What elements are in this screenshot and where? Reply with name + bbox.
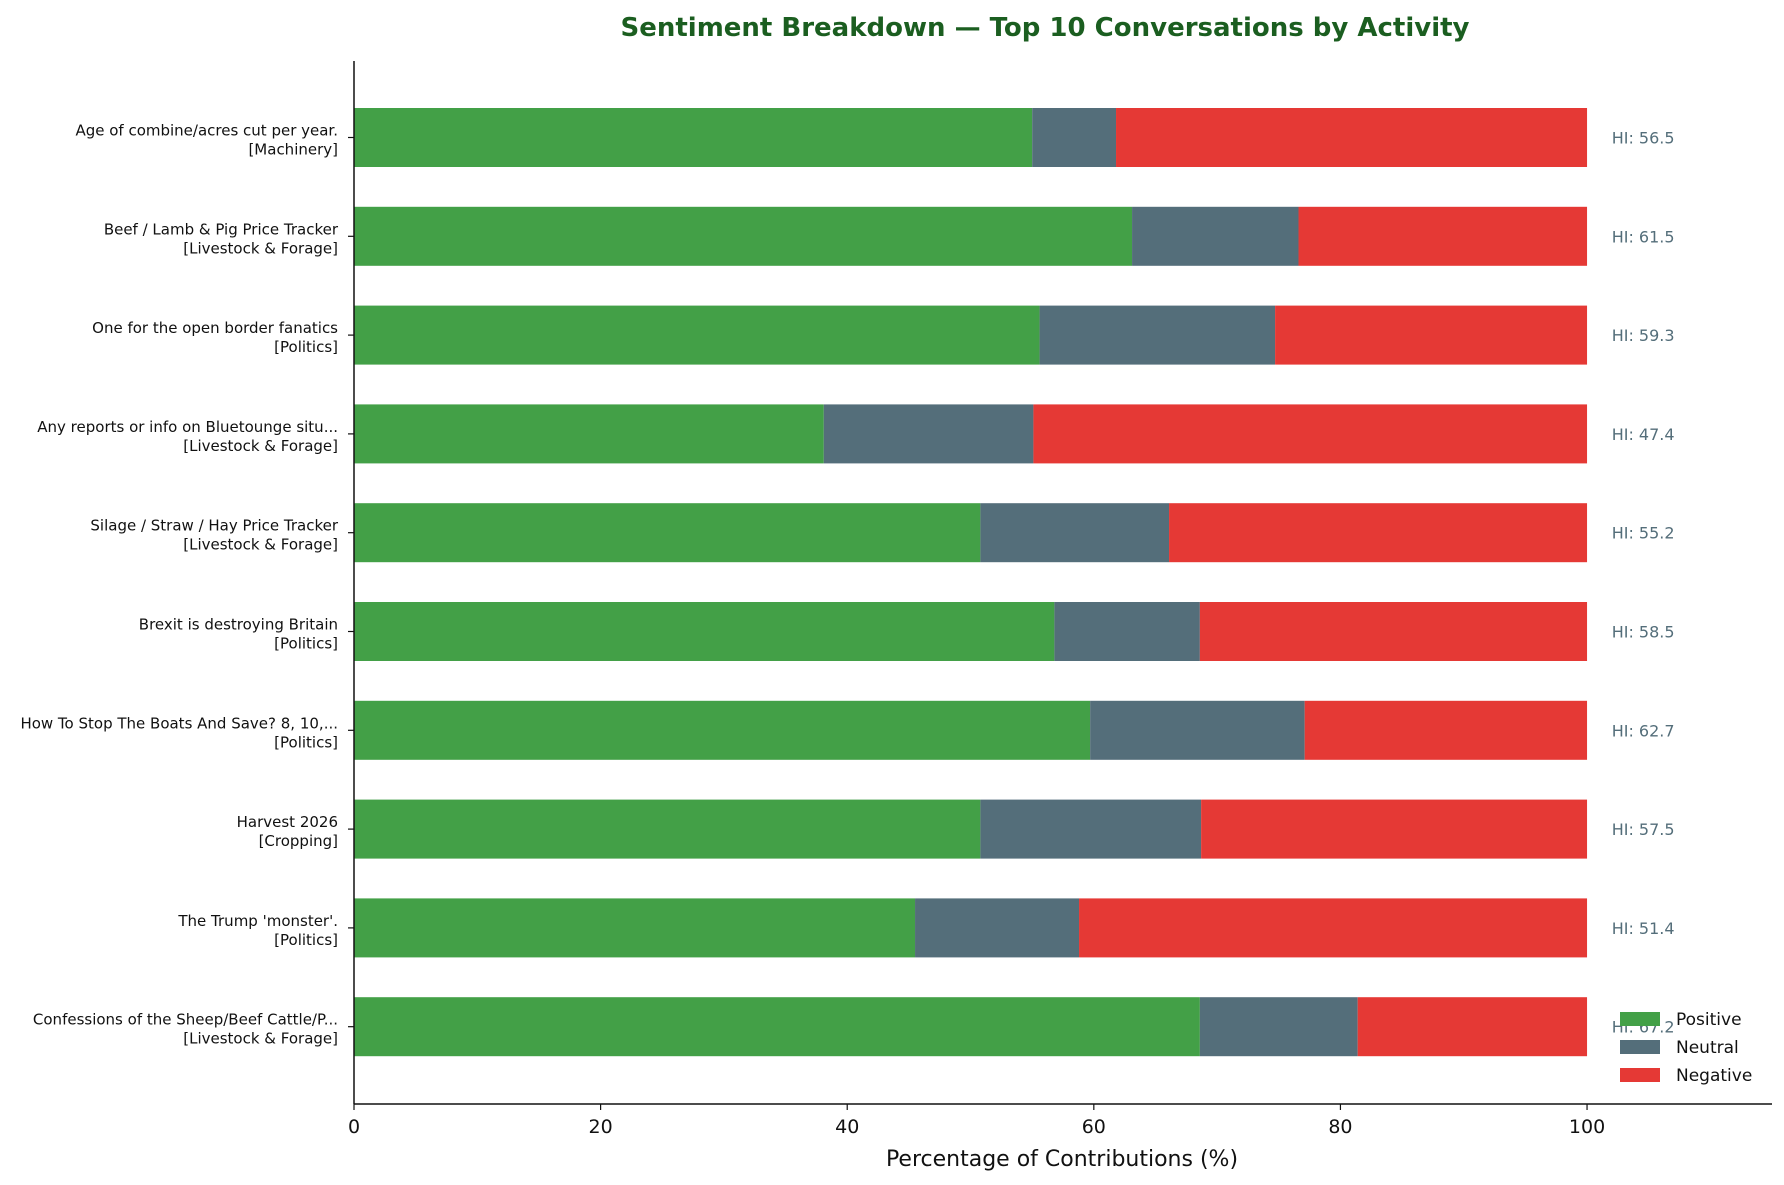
x-tick-label: 60 (1082, 1116, 1106, 1138)
category-group-label: [Machinery] (248, 141, 338, 159)
bar-positive-7 (354, 700, 1091, 760)
legend: Positive Neutral Negative (1620, 1010, 1752, 1086)
x-tick-label: 0 (348, 1116, 360, 1138)
x-tick-label: 40 (835, 1116, 859, 1138)
hi-annotation: HI: 57.5 (1612, 820, 1675, 839)
x-tick-label: 100 (1569, 1116, 1605, 1138)
bar-positive-3 (354, 305, 1040, 365)
bar-neutral-2 (1132, 206, 1299, 266)
bar-positive-6 (354, 602, 1055, 661)
hi-annotation: HI: 62.7 (1612, 721, 1675, 740)
category-title-label: Silage / Straw / Hay Price Tracker (90, 517, 338, 535)
legend-label-positive: Positive (1676, 1010, 1742, 1030)
hi-annotations: HI: 56.5 HI: 61.5 HI: 59.3 HI: 47.4 HI: 55.2… (1612, 129, 1675, 1037)
bar-positive-2 (354, 206, 1133, 266)
category-group-label: [Cropping] (259, 832, 338, 850)
hi-annotation: HI: 59.3 (1612, 326, 1675, 345)
hi-annotation: HI: 55.2 (1612, 524, 1675, 543)
bar-neutral-6 (1054, 602, 1200, 661)
bars-layer (354, 108, 1588, 1057)
bar-negative-7 (1304, 700, 1588, 760)
category-group-label: [Politics] (274, 733, 338, 751)
bar-negative-8 (1201, 799, 1588, 859)
bar-positive-8 (354, 799, 981, 859)
bar-neutral-3 (1039, 305, 1276, 365)
category-group-label: [Politics] (274, 338, 338, 356)
category-title-label: Beef / Lamb & Pig Price Tracker (104, 220, 339, 238)
category-group-label: [Politics] (274, 635, 338, 653)
category-labels: Age of combine/acres cut per year.[Machi… (20, 122, 338, 1048)
category-group-label: [Politics] (274, 931, 338, 949)
bar-neutral-9 (915, 898, 1080, 958)
x-axis-label: Percentage of Contributions (%) (886, 1147, 1238, 1172)
hi-annotation: HI: 61.5 (1612, 227, 1675, 246)
legend-swatch-positive (1620, 1012, 1660, 1026)
hi-annotation: HI: 56.5 (1612, 129, 1675, 148)
bar-positive-10 (354, 997, 1200, 1057)
bar-neutral-4 (823, 404, 1034, 464)
category-title-label: One for the open border fanatics (92, 319, 338, 337)
hi-annotation: HI: 58.5 (1612, 623, 1675, 642)
legend-swatch-neutral (1620, 1040, 1660, 1054)
bar-negative-4 (1033, 404, 1588, 464)
category-title-label: The Trump 'monster'. (177, 912, 338, 930)
bar-negative-2 (1298, 206, 1588, 266)
bar-neutral-7 (1090, 700, 1305, 760)
category-group-label: [Livestock & Forage] (183, 536, 338, 554)
category-title-label: Harvest 2026 (237, 813, 338, 831)
bar-negative-3 (1275, 305, 1588, 365)
bar-negative-5 (1169, 503, 1588, 563)
category-title-label: How To Stop The Boats And Save? 8, 10,..… (20, 714, 338, 732)
bar-negative-10 (1357, 997, 1588, 1057)
hi-annotation: HI: 47.4 (1612, 425, 1675, 444)
axes: 0 20 40 60 80 100 (348, 61, 1772, 1138)
bar-positive-1 (354, 108, 1033, 167)
bar-negative-6 (1199, 602, 1588, 661)
bar-negative-9 (1079, 898, 1588, 958)
bar-neutral-1 (1032, 108, 1117, 167)
bar-neutral-8 (980, 799, 1202, 859)
category-group-label: [Livestock & Forage] (183, 1030, 338, 1048)
category-title-label: Age of combine/acres cut per year. (75, 122, 338, 140)
bar-neutral-5 (980, 503, 1170, 563)
bar-positive-9 (354, 898, 916, 958)
category-title-label: Any reports or info on Bluetounge situ..… (37, 418, 338, 436)
hi-annotation: HI: 51.4 (1612, 919, 1675, 938)
category-group-label: [Livestock & Forage] (183, 437, 338, 455)
legend-swatch-negative (1620, 1068, 1660, 1082)
bar-negative-1 (1116, 108, 1588, 167)
bar-positive-5 (354, 503, 981, 563)
legend-label-neutral: Neutral (1676, 1038, 1739, 1058)
legend-label-negative: Negative (1676, 1066, 1752, 1086)
x-tick-label: 80 (1328, 1116, 1352, 1138)
category-group-label: [Livestock & Forage] (183, 239, 338, 257)
x-tick-label: 20 (589, 1116, 613, 1138)
category-title-label: Brexit is destroying Britain (139, 616, 338, 634)
bar-neutral-10 (1199, 997, 1358, 1057)
chart-title: Sentiment Breakdown — Top 10 Conversatio… (620, 13, 1469, 43)
bar-positive-4 (354, 404, 824, 464)
category-title-label: Confessions of the Sheep/Beef Cattle/P..… (33, 1011, 338, 1029)
